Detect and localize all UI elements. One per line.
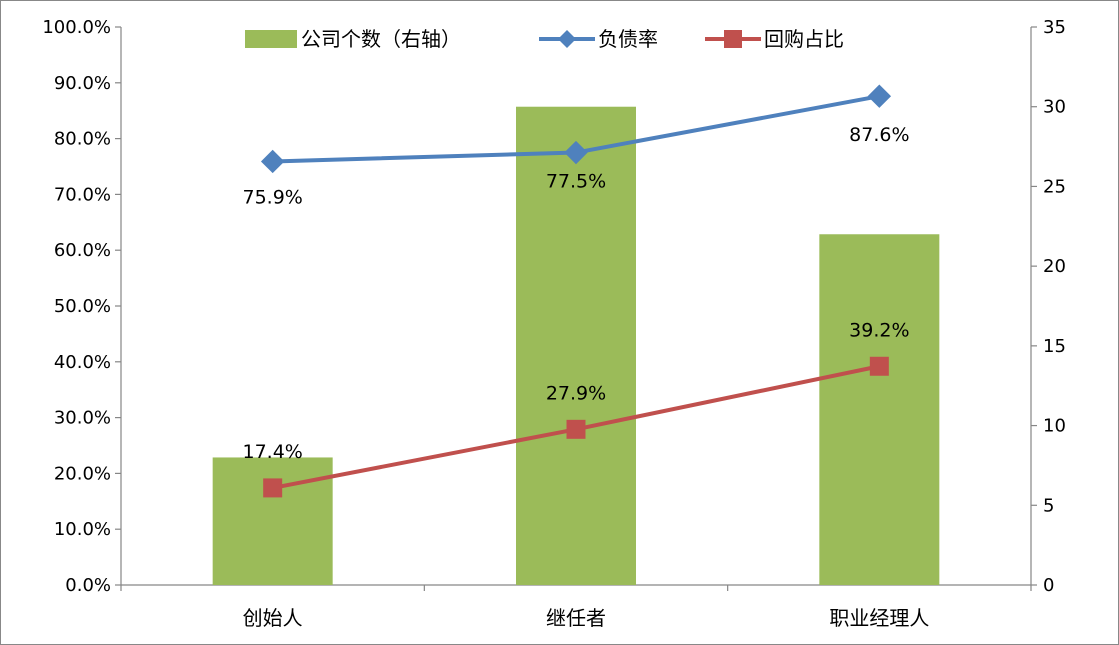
right-tick-label: 35 <box>1043 17 1066 38</box>
left-tick-label: 40.0% <box>54 352 111 373</box>
data-label: 17.4% <box>242 441 302 463</box>
left-tick-label: 70.0% <box>54 184 111 205</box>
bar-2 <box>819 234 940 585</box>
bar-0 <box>212 457 333 585</box>
left-tick-label: 10.0% <box>54 519 111 540</box>
legend-swatch-marker <box>558 30 576 48</box>
right-tick-label: 25 <box>1043 176 1066 197</box>
right-tick-label: 20 <box>1043 256 1066 277</box>
left-tick-label: 0.0% <box>65 575 111 596</box>
right-tick-label: 15 <box>1043 336 1066 357</box>
left-tick-label: 20.0% <box>54 463 111 484</box>
legend-label: 负债率 <box>598 27 658 51</box>
left-tick-label: 30.0% <box>54 408 111 429</box>
left-tick-label: 60.0% <box>54 240 111 261</box>
x-category-label: 职业经理人 <box>829 606 929 630</box>
right-tick-label: 10 <box>1043 416 1066 437</box>
left-tick-label: 90.0% <box>54 73 111 94</box>
legend-swatch-bar <box>245 30 297 48</box>
x-category-label: 创始人 <box>243 606 303 630</box>
left-tick-label: 80.0% <box>54 129 111 150</box>
left-tick-label: 50.0% <box>54 296 111 317</box>
data-label: 77.5% <box>546 171 606 193</box>
data-label: 39.2% <box>849 319 909 341</box>
right-tick-label: 0 <box>1043 575 1054 596</box>
point-marker <box>263 478 283 498</box>
point-marker <box>566 419 586 439</box>
right-tick-label: 5 <box>1043 495 1054 516</box>
legend-swatch-marker <box>724 30 742 48</box>
point-marker <box>260 149 285 174</box>
data-label: 27.9% <box>546 382 606 404</box>
legend-label: 公司个数（右轴） <box>301 27 461 51</box>
bar-1 <box>516 106 636 585</box>
legend-label: 回购占比 <box>764 27 844 51</box>
right-tick-label: 30 <box>1043 97 1066 118</box>
point-marker <box>869 356 889 376</box>
left-tick-label: 100.0% <box>42 17 111 38</box>
point-marker <box>867 84 892 108</box>
point-marker <box>564 140 588 165</box>
x-category-label: 继任者 <box>546 606 606 630</box>
data-label: 75.9% <box>242 186 302 208</box>
data-label: 87.6% <box>849 124 909 146</box>
